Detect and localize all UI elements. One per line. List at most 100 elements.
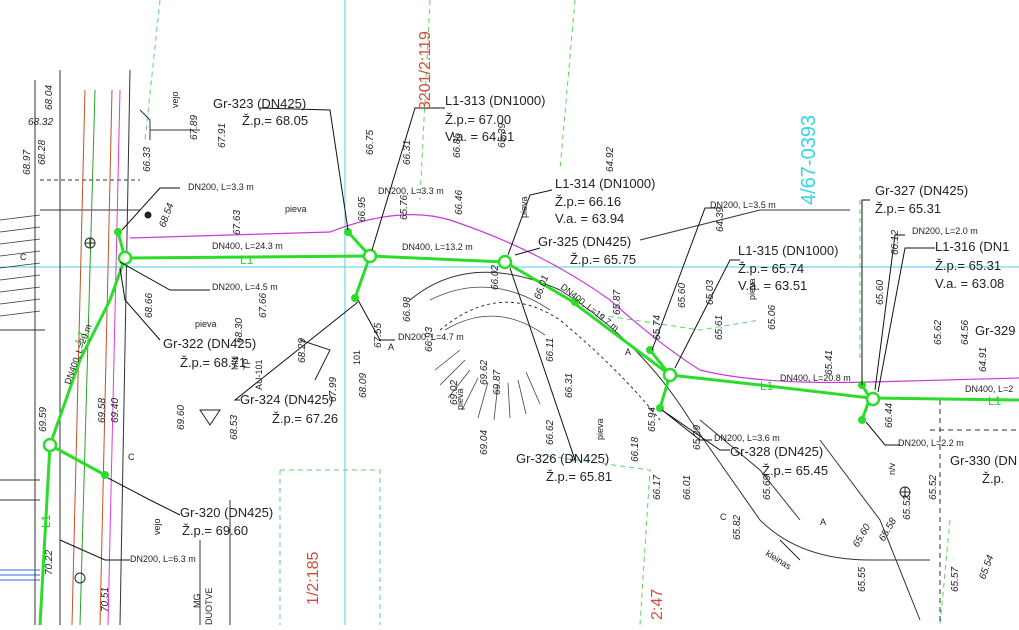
node-name-gr322[interactable]: Gr-322 (DN425) xyxy=(163,336,256,351)
svg-text:A: A xyxy=(820,517,826,527)
parcel-label-4-67: 4/67-0393 xyxy=(798,115,820,205)
svg-text:A: A xyxy=(388,342,394,352)
manhole-node[interactable] xyxy=(117,250,133,266)
manhole-node[interactable] xyxy=(865,391,881,407)
node-zp-gr323: Ž.p.= 68.05 xyxy=(242,113,308,128)
gully-points[interactable] xyxy=(101,228,866,479)
svg-text:66.95: 66.95 xyxy=(357,197,368,222)
node-name-gr320[interactable]: Gr-320 (DN425) xyxy=(180,505,273,520)
node-name-gr328[interactable]: Gr-328 (DN425) xyxy=(730,444,823,459)
svg-text:pieva: pieva xyxy=(595,418,605,440)
main-sewer-line-l1[interactable] xyxy=(38,230,1019,626)
svg-text:64.56: 64.56 xyxy=(960,320,971,345)
pipe-label: DN400, L=20.8 m xyxy=(780,373,851,383)
svg-text:65.52: 65.52 xyxy=(928,475,939,500)
svg-text:66.98: 66.98 xyxy=(402,297,413,322)
magenta-line xyxy=(129,214,1019,384)
svg-text:67.66: 67.66 xyxy=(258,293,269,318)
svg-text:69.60: 69.60 xyxy=(176,405,187,430)
manhole-node[interactable] xyxy=(662,367,678,383)
line-label: L1 xyxy=(760,379,774,393)
svg-text:69.62: 69.62 xyxy=(479,360,490,385)
svg-text:MG: MG xyxy=(192,594,202,609)
svg-text:68.04: 68.04 xyxy=(44,85,55,110)
svg-text:65.94: 65.94 xyxy=(647,407,658,432)
misc-symbols xyxy=(74,211,911,584)
svg-text:66.62: 66.62 xyxy=(545,420,556,445)
node-name-gr326[interactable]: Gr-326 (DN425) xyxy=(516,451,609,466)
pipe-label: DN200, L=2.0 m xyxy=(912,226,978,236)
svg-text:66.01: 66.01 xyxy=(682,475,693,500)
node-name-l1313[interactable]: L1-313 (DN1000) xyxy=(445,93,545,108)
svg-text:65.82: 65.82 xyxy=(732,515,743,540)
node-zp-gr325: Ž.p.= 65.75 xyxy=(570,252,636,267)
svg-text:pieva: pieva xyxy=(747,278,757,300)
svg-text:66.31: 66.31 xyxy=(564,373,575,398)
svg-text:68.29: 68.29 xyxy=(297,338,308,363)
svg-text:vejo: vejo xyxy=(170,91,180,108)
svg-text:67.91: 67.91 xyxy=(217,123,228,148)
node-zp-gr320: Ž.p.= 69.60 xyxy=(182,523,248,538)
node-name-l1316[interactable]: L1-316 (DN1 xyxy=(935,239,1009,254)
manholes[interactable] xyxy=(42,248,881,453)
node-name-gr323[interactable]: Gr-323 (DN425) xyxy=(213,96,306,111)
node-name-gr327[interactable]: Gr-327 (DN425) xyxy=(875,183,968,198)
svg-text:65.03: 65.03 xyxy=(705,280,716,305)
pipe-label: DN200, L=3.6 m xyxy=(714,433,780,443)
pipe-label: DN400, L=24.3 m xyxy=(212,241,283,251)
node-zp-l1316: Ž.p.= 65.31 xyxy=(935,258,1001,273)
svg-text:68.53: 68.53 xyxy=(229,415,240,440)
svg-text:pieva: pieva xyxy=(455,388,465,410)
svg-text:MN: MN xyxy=(230,356,240,370)
node-zp-gr327: Ž.p.= 65.31 xyxy=(875,201,941,216)
node-va-l1316: V.a. = 63.08 xyxy=(935,276,1004,291)
svg-text:68.32: 68.32 xyxy=(28,117,53,128)
svg-text:vejo: vejo xyxy=(152,518,162,535)
node-name-l1314[interactable]: L1-314 (DN1000) xyxy=(555,176,655,191)
pipe-label: DN200, L=3.3 m xyxy=(188,182,254,192)
parcel-label-1-2: 1/2:185 xyxy=(305,552,322,605)
svg-text:66.46: 66.46 xyxy=(454,190,465,215)
manhole-node[interactable] xyxy=(362,248,378,264)
svg-text:65.06: 65.06 xyxy=(767,305,778,330)
svg-text:69.04: 69.04 xyxy=(479,430,490,455)
svg-text:66.12: 66.12 xyxy=(890,230,901,255)
node-labels[interactable]: Gr-323 (DN425) Ž.p.= 68.05 L1-313 (DN100… xyxy=(163,93,1017,538)
svg-text:67.89: 67.89 xyxy=(189,115,200,140)
svg-text:64.92: 64.92 xyxy=(605,147,616,172)
svg-text:65.76: 65.76 xyxy=(399,195,410,220)
parcel-label-2-47: 2:47 xyxy=(649,589,666,620)
svg-text:69.87: 69.87 xyxy=(492,370,503,395)
node-zp-l1313: Ž.p.= 67.00 xyxy=(445,112,511,127)
svg-text:65.69: 65.69 xyxy=(762,475,773,500)
svg-text:66.85: 66.85 xyxy=(452,133,463,158)
svg-text:67.99: 67.99 xyxy=(328,377,339,402)
node-name-gr325[interactable]: Gr-325 (DN425) xyxy=(538,234,631,249)
svg-text:67.55: 67.55 xyxy=(373,323,384,348)
svg-text:C: C xyxy=(128,452,135,462)
pipe-label: DN200, L=6.3 m xyxy=(130,554,196,564)
node-zp-l1314: Ž.p.= 66.16 xyxy=(555,194,621,209)
manhole-node[interactable] xyxy=(42,437,58,453)
svg-text:66.31: 66.31 xyxy=(402,140,413,165)
survey-lines xyxy=(0,69,1019,626)
node-name-gr324[interactable]: Gr-324 (DN425) xyxy=(240,392,333,407)
parcel-label-3201: 3201/2:119 xyxy=(417,31,434,110)
svg-text:65.62: 65.62 xyxy=(933,320,944,345)
node-zp-gr326: Ž.p.= 65.81 xyxy=(546,469,612,484)
svg-text:65.74: 65.74 xyxy=(652,315,663,340)
svg-text:65.61: 65.61 xyxy=(714,315,725,340)
node-name-l1315[interactable]: L1-315 (DN1000) xyxy=(738,243,838,258)
svg-text:65.41: 65.41 xyxy=(824,350,835,375)
node-name-gr330[interactable]: Gr-330 (DN xyxy=(950,453,1017,468)
svg-text:n/v: n/v xyxy=(887,462,897,475)
svg-text:68.09: 68.09 xyxy=(358,373,369,398)
svg-text:65.29: 65.29 xyxy=(692,425,703,450)
manhole-node[interactable] xyxy=(497,254,513,270)
node-name-gr329[interactable]: Gr-329 xyxy=(975,323,1015,338)
svg-text:67.63: 67.63 xyxy=(232,210,243,235)
svg-text:68.30: 68.30 xyxy=(234,318,245,343)
svg-text:69.59: 69.59 xyxy=(38,407,49,432)
